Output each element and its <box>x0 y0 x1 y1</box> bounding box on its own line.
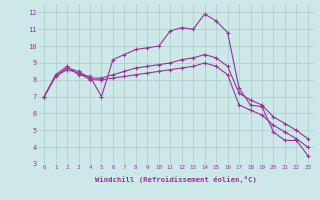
X-axis label: Windchill (Refroidissement éolien,°C): Windchill (Refroidissement éolien,°C) <box>95 176 257 183</box>
